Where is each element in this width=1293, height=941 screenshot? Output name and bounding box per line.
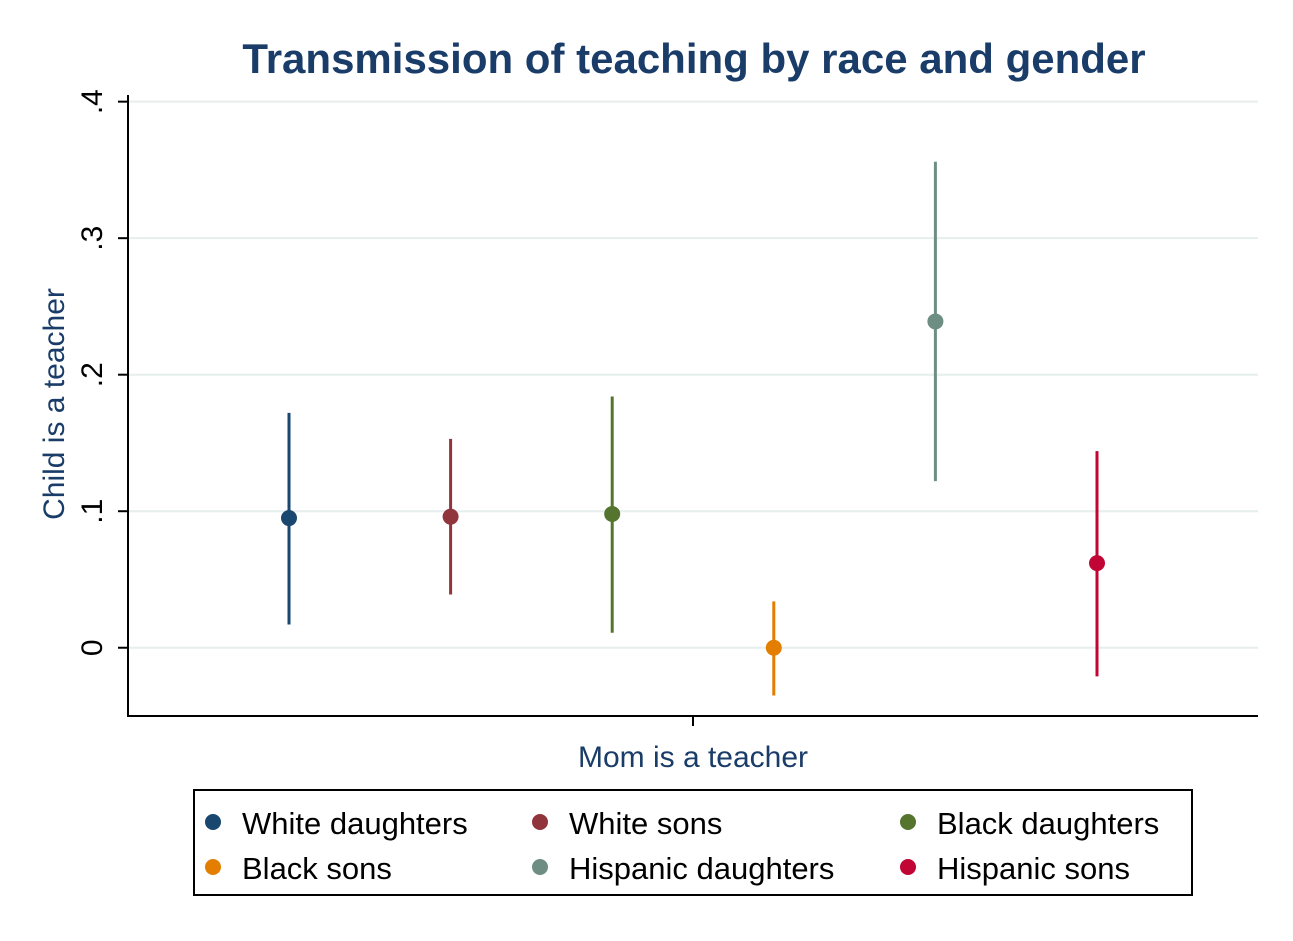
legend-label: White sons xyxy=(569,806,722,841)
y-tick-label-0: 0 xyxy=(76,639,109,656)
chart-title: Transmission of teaching by race and gen… xyxy=(242,35,1145,82)
data-point xyxy=(604,505,621,522)
y-axis-title: Child is a teacher xyxy=(38,288,71,520)
legend-box xyxy=(193,789,1193,896)
data-point xyxy=(1089,555,1105,572)
legend-marker xyxy=(900,859,916,875)
x-axis-title: Mom is a teacher xyxy=(578,741,808,774)
data-point xyxy=(442,508,459,525)
data-point xyxy=(765,639,782,656)
legend-marker xyxy=(532,814,548,830)
series-0 xyxy=(281,412,297,625)
legend-label: Hispanic daughters xyxy=(569,851,834,886)
legend-items: White daughters White sons Black daughters… xyxy=(205,806,1159,886)
series-3 xyxy=(765,601,782,696)
legend-item: White sons xyxy=(532,806,722,841)
series-4 xyxy=(927,161,944,482)
series-marks xyxy=(281,161,1105,696)
data-point xyxy=(927,313,944,330)
legend-marker xyxy=(532,859,548,875)
legend-label: Hispanic sons xyxy=(937,851,1130,886)
series-1 xyxy=(442,438,459,595)
y-tick-label-1: .1 xyxy=(76,499,109,524)
series-5 xyxy=(1089,451,1105,677)
legend-label: Black daughters xyxy=(937,806,1159,841)
data-point xyxy=(281,510,297,527)
legend-marker xyxy=(205,814,221,830)
legend-marker xyxy=(205,859,221,875)
legend-item: White daughters xyxy=(205,806,468,841)
legend-item: Black daughters xyxy=(900,806,1159,841)
legend-item: Hispanic sons xyxy=(900,851,1130,886)
y-tick-label-3: .3 xyxy=(76,226,109,251)
series-2 xyxy=(604,396,621,633)
legend-label: White daughters xyxy=(242,806,468,841)
legend-item: Black sons xyxy=(205,851,392,886)
y-tick-label-4: .4 xyxy=(76,89,109,114)
y-tick-label-2: .2 xyxy=(76,362,109,387)
y-axis-ticks: 0 .1 .2 .3 .4 xyxy=(76,89,128,656)
legend: White daughters White sons Black daughters… xyxy=(193,789,1193,896)
gridlines xyxy=(128,100,1258,649)
legend-label: Black sons xyxy=(242,851,392,886)
legend-item: Hispanic daughters xyxy=(532,851,834,886)
legend-marker xyxy=(900,814,916,830)
